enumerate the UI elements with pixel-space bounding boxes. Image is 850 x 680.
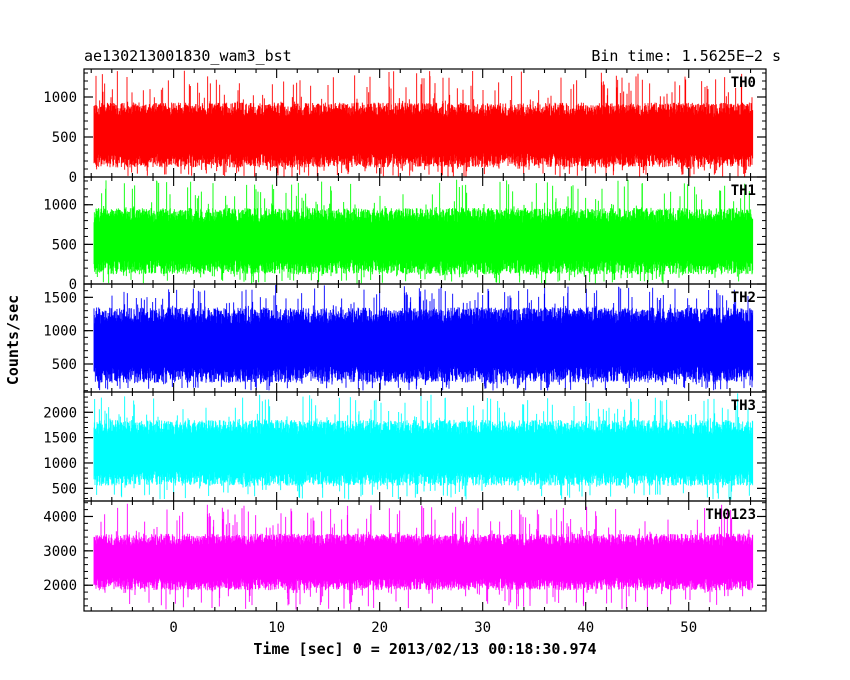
y-tick-label: 500	[52, 130, 77, 146]
panel-label-th2: TH2	[731, 290, 756, 306]
series-th1	[93, 179, 754, 284]
y-tick-label: 500	[52, 481, 77, 497]
x-tick-labels: 0 10 20 30 40 50	[169, 620, 697, 636]
y-tick-label: 0	[69, 170, 77, 186]
y-tick-label: 1000	[43, 90, 77, 106]
x-tick-label: 10	[268, 620, 285, 636]
panel-th0123: 2000 3000 4000 TH0123	[43, 500, 767, 612]
y-tick-label: 1500	[43, 431, 77, 447]
series-th2	[93, 285, 754, 391]
panels: 0 500 1000 TH0 0 500 1000 TH1 500 1000 1500 TH2 500 1…	[43, 68, 767, 612]
y-tick-label: 4000	[43, 509, 77, 525]
y-tick-label: 1000	[43, 456, 77, 472]
panel-label-th1: TH1	[731, 183, 756, 199]
panel-frame	[83, 500, 767, 612]
y-tick-label: 500	[52, 237, 77, 253]
panel-th0: 0 500 1000 TH0	[43, 68, 767, 186]
panel-th3: 500 1000 1500 2000 TH3	[43, 391, 767, 502]
y-tick-label: 500	[52, 357, 77, 373]
y-tick-label: 1000	[43, 324, 77, 340]
y-tick-label: 0	[69, 277, 77, 293]
x-tick-label: 30	[474, 620, 491, 636]
series-th0123	[93, 503, 754, 610]
x-tick-label: 0	[169, 620, 177, 636]
x-tick-label: 50	[680, 620, 697, 636]
panel-th1: 0 500 1000 TH1	[43, 176, 767, 293]
x-tick-label: 40	[577, 620, 594, 636]
panel-label-th0123: TH0123	[705, 507, 756, 523]
y-tick-label: 1500	[43, 290, 77, 306]
x-axis-title: Time [sec] 0 = 2013/02/13 00:18:30.974	[253, 640, 596, 658]
y-tick-label: 2000	[43, 405, 77, 421]
series-th0	[93, 70, 754, 177]
chart-title: ae130213001830_wam3_bst	[84, 47, 292, 65]
y-tick-label: 2000	[43, 578, 77, 594]
panel-label-th0: TH0	[731, 75, 756, 91]
panel-th2: 500 1000 1500 TH2	[43, 283, 767, 393]
panel-label-th3: TH3	[731, 398, 756, 414]
y-tick-label: 3000	[43, 544, 77, 560]
series-th3	[93, 393, 754, 500]
y-axis-title: Counts/sec	[4, 295, 22, 385]
y-tick-label: 1000	[43, 198, 77, 214]
bin-time-label: Bin time: 1.5625E−2 s	[591, 47, 781, 65]
x-tick-label: 20	[371, 620, 388, 636]
